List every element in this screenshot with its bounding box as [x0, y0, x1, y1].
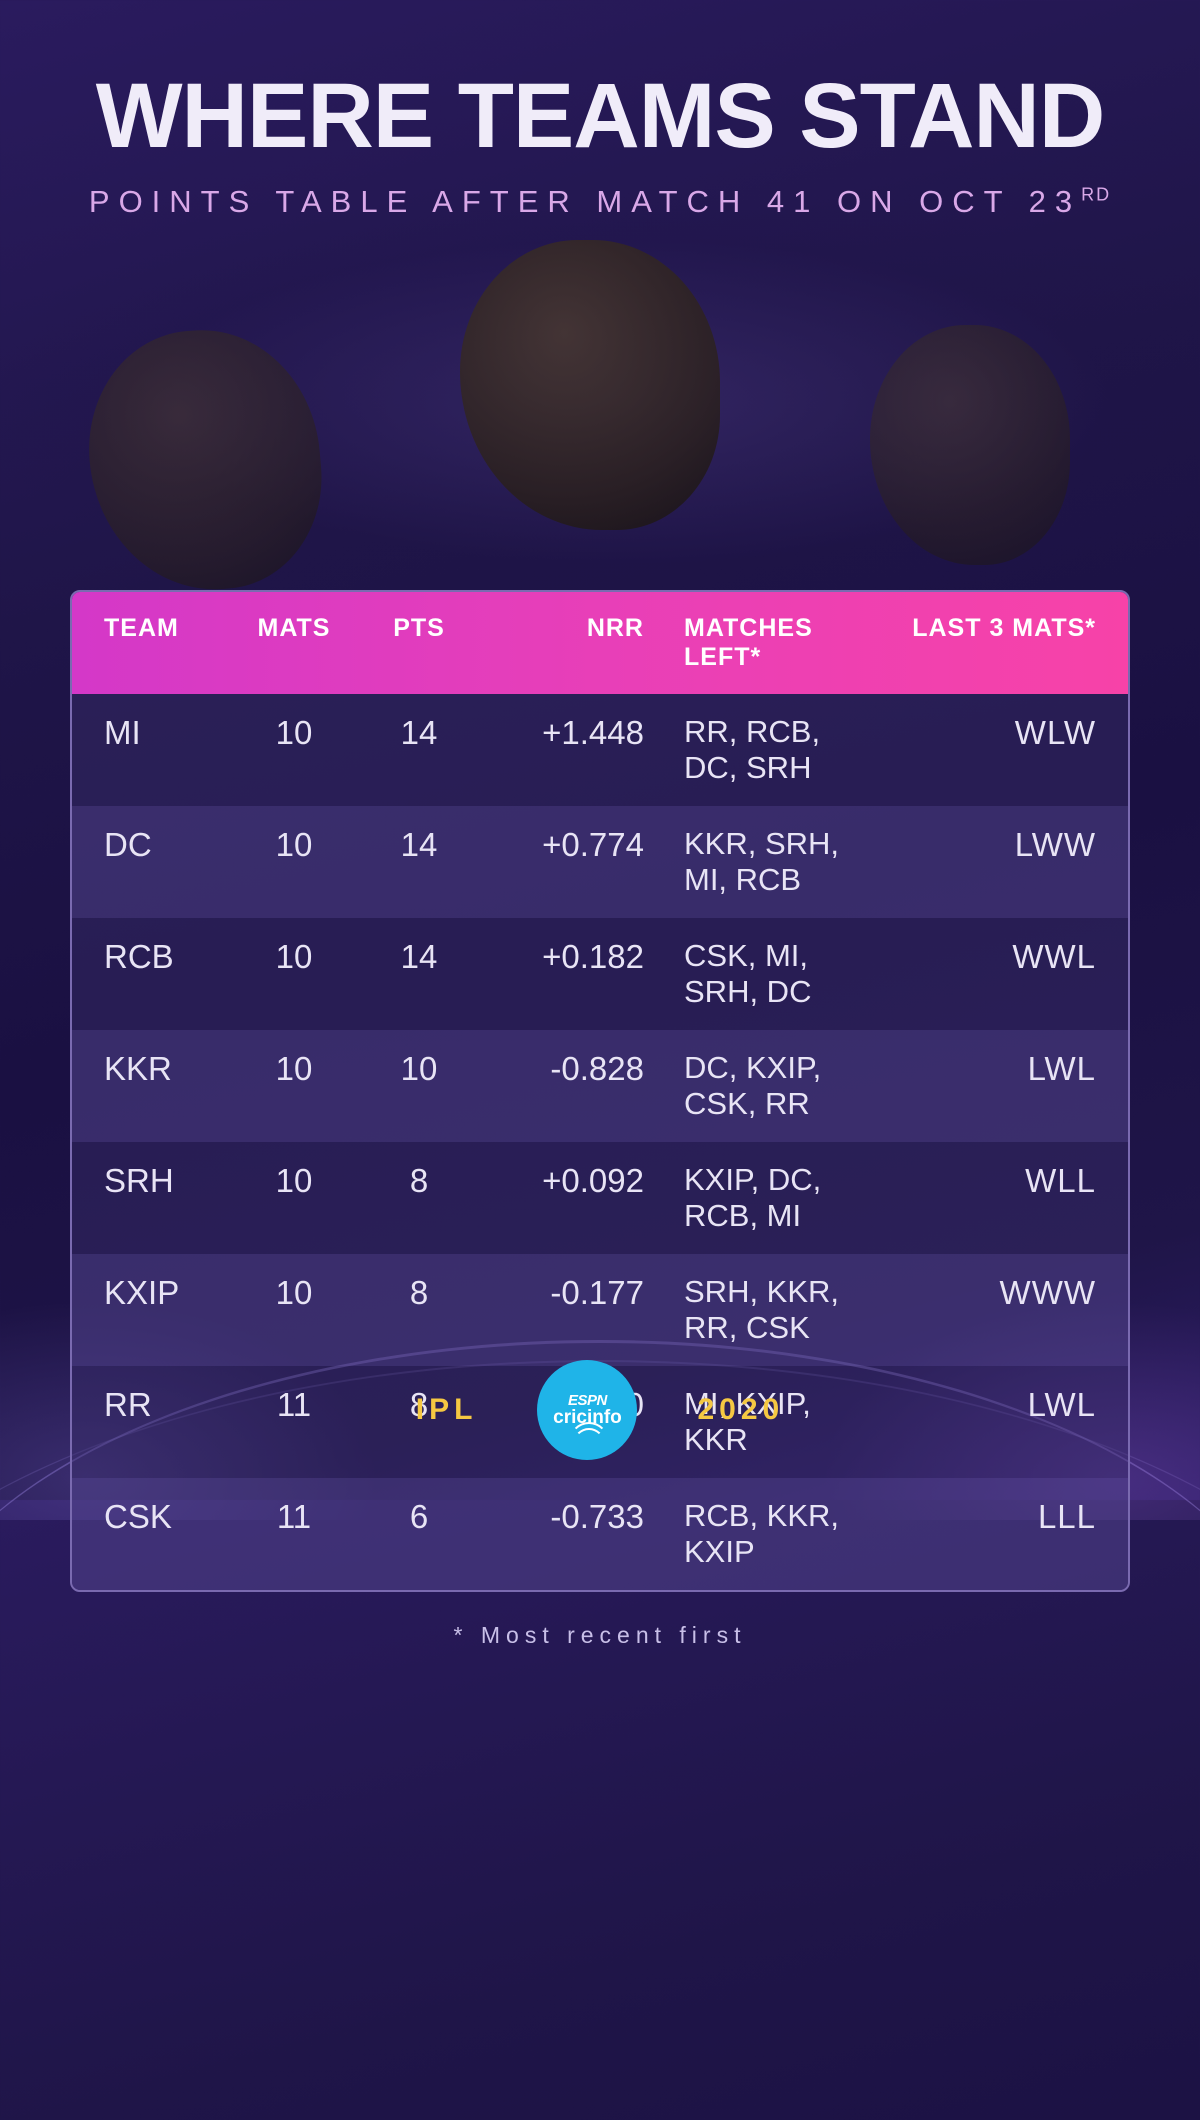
cell-last3: WLW — [876, 714, 1096, 786]
col-team: TEAM — [104, 614, 244, 672]
cell-nrr: +0.182 — [494, 938, 684, 1010]
cell-pts: 14 — [374, 714, 494, 786]
cell-last3: LWL — [876, 1050, 1096, 1122]
cell-matches-left: CSK, MI, SRH, DC — [684, 938, 876, 1010]
cell-team: KKR — [104, 1050, 244, 1122]
cell-pts: 6 — [374, 1498, 494, 1570]
table-header: TEAM MATS PTS NRR MATCHES LEFT* LAST 3 M… — [72, 592, 1128, 694]
col-last3: LAST 3 MATS* — [876, 614, 1096, 672]
cell-mats: 11 — [244, 1498, 374, 1570]
footer-right-text: 2020 — [697, 1393, 784, 1427]
col-nrr: NRR — [494, 614, 684, 672]
logo-ball-icon — [567, 1428, 607, 1450]
cell-matches-left: KKR, SRH, MI, RCB — [684, 826, 876, 898]
cell-mats: 10 — [244, 1050, 374, 1122]
espn-cricinfo-logo: ESPN cricinfo — [537, 1360, 637, 1460]
cell-nrr: +1.448 — [494, 714, 684, 786]
cell-team: SRH — [104, 1162, 244, 1234]
cell-nrr: +0.092 — [494, 1162, 684, 1234]
subtitle-text: POINTS TABLE AFTER MATCH 41 ON OCT 23 — [89, 184, 1081, 219]
cell-pts: 14 — [374, 826, 494, 898]
cell-mats: 10 — [244, 826, 374, 898]
page-subtitle: POINTS TABLE AFTER MATCH 41 ON OCT 23RD — [70, 184, 1130, 220]
cell-team: RCB — [104, 938, 244, 1010]
page-title: WHERE TEAMS STAND — [70, 70, 1130, 162]
cell-last3: WLL — [876, 1162, 1096, 1234]
cell-pts: 8 — [374, 1162, 494, 1234]
cell-last3: LWW — [876, 826, 1096, 898]
footer-left-text: IPL — [416, 1393, 478, 1427]
cell-last3: WWL — [876, 938, 1096, 1010]
cell-pts: 14 — [374, 938, 494, 1010]
cell-nrr: +0.774 — [494, 826, 684, 898]
table-row: KKR1010-0.828DC, KXIP, CSK, RRLWL — [72, 1030, 1128, 1142]
cell-mats: 10 — [244, 714, 374, 786]
cell-matches-left: DC, KXIP, CSK, RR — [684, 1050, 876, 1122]
cell-matches-left: RR, RCB, DC, SRH — [684, 714, 876, 786]
cell-mats: 10 — [244, 938, 374, 1010]
table-row: DC1014+0.774KKR, SRH, MI, RCBLWW — [72, 806, 1128, 918]
cell-matches-left: KXIP, DC, RCB, MI — [684, 1162, 876, 1234]
cell-matches-left: RCB, KKR, KXIP — [684, 1498, 876, 1570]
footer: IPL ESPN cricinfo 2020 — [0, 1320, 1200, 1500]
cell-nrr: -0.828 — [494, 1050, 684, 1122]
col-matches-left: MATCHES LEFT* — [684, 614, 876, 672]
cell-team: CSK — [104, 1498, 244, 1570]
table-row: MI1014+1.448RR, RCB, DC, SRHWLW — [72, 694, 1128, 806]
footnote: * Most recent first — [70, 1622, 1130, 1649]
table-row: SRH108+0.092KXIP, DC, RCB, MIWLL — [72, 1142, 1128, 1254]
cell-team: MI — [104, 714, 244, 786]
subtitle-ordinal: RD — [1081, 185, 1111, 205]
col-mats: MATS — [244, 614, 374, 672]
col-pts: PTS — [374, 614, 494, 672]
table-row: RCB1014+0.182CSK, MI, SRH, DCWWL — [72, 918, 1128, 1030]
cell-nrr: -0.733 — [494, 1498, 684, 1570]
cell-mats: 10 — [244, 1162, 374, 1234]
cell-team: DC — [104, 826, 244, 898]
cell-last3: LLL — [876, 1498, 1096, 1570]
cell-pts: 10 — [374, 1050, 494, 1122]
